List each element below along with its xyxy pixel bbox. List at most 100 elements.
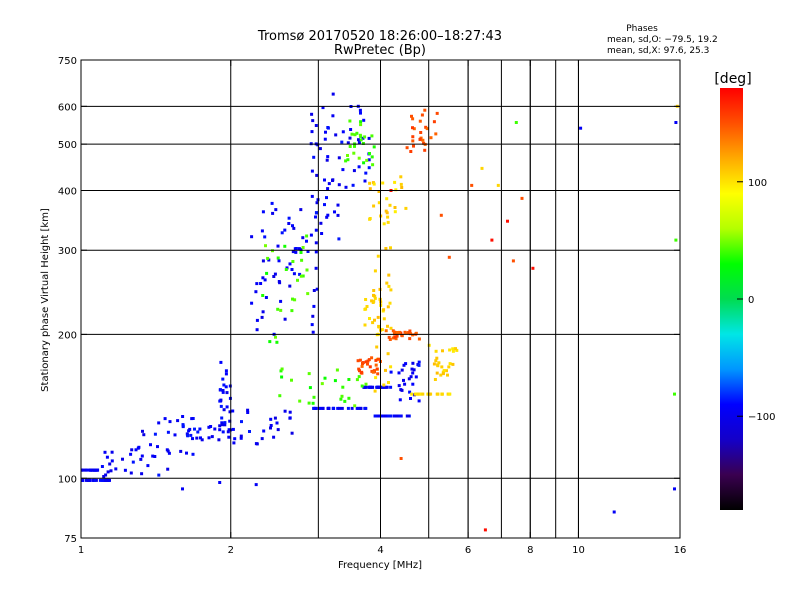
data-point bbox=[181, 487, 184, 491]
data-point bbox=[417, 360, 421, 364]
data-point bbox=[283, 409, 287, 413]
data-point bbox=[384, 247, 388, 250]
x-tick-label: 1 bbox=[78, 545, 84, 556]
data-point bbox=[326, 213, 330, 217]
data-point bbox=[361, 142, 365, 145]
data-point bbox=[359, 371, 363, 375]
data-point bbox=[392, 414, 396, 418]
data-point bbox=[362, 118, 366, 122]
data-point bbox=[109, 469, 113, 473]
data-point bbox=[419, 131, 423, 134]
data-point bbox=[299, 274, 303, 278]
data-point bbox=[318, 406, 322, 410]
data-point bbox=[121, 457, 124, 461]
data-point bbox=[470, 183, 474, 187]
data-point bbox=[309, 233, 313, 237]
data-point bbox=[359, 120, 363, 124]
data-point bbox=[333, 379, 337, 383]
data-point bbox=[301, 236, 305, 240]
data-point bbox=[400, 368, 404, 372]
data-point bbox=[149, 443, 152, 447]
data-point bbox=[353, 133, 357, 137]
data-point bbox=[315, 173, 319, 177]
data-point bbox=[357, 156, 361, 160]
data-point bbox=[367, 136, 371, 140]
data-point bbox=[411, 333, 415, 337]
data-point bbox=[367, 166, 371, 170]
data-point bbox=[341, 130, 345, 134]
data-point bbox=[447, 365, 451, 369]
data-point bbox=[340, 140, 344, 144]
data-point bbox=[423, 148, 427, 152]
data-point bbox=[81, 468, 84, 472]
data-point bbox=[168, 420, 172, 424]
data-point bbox=[320, 232, 324, 235]
data-point bbox=[189, 433, 193, 437]
data-point bbox=[411, 371, 415, 375]
data-point bbox=[359, 111, 362, 115]
data-point bbox=[395, 414, 398, 418]
data-point bbox=[268, 340, 272, 344]
data-point bbox=[261, 294, 265, 297]
data-point bbox=[418, 137, 422, 141]
data-point bbox=[261, 310, 265, 314]
data-point bbox=[298, 272, 302, 276]
data-point bbox=[368, 181, 372, 185]
data-point bbox=[357, 367, 361, 371]
data-point bbox=[423, 108, 427, 112]
data-point bbox=[95, 468, 98, 472]
data-point bbox=[389, 370, 393, 374]
data-point bbox=[100, 465, 104, 468]
data-point bbox=[232, 441, 236, 445]
data-point bbox=[429, 136, 433, 140]
data-point bbox=[421, 138, 425, 142]
data-point bbox=[388, 301, 392, 305]
data-point bbox=[89, 468, 93, 472]
data-point bbox=[385, 281, 389, 285]
data-point bbox=[480, 166, 484, 170]
data-point bbox=[387, 284, 391, 288]
data-point bbox=[412, 127, 416, 131]
data-point bbox=[362, 161, 366, 165]
data-point bbox=[414, 375, 418, 379]
data-point bbox=[106, 478, 110, 482]
data-point bbox=[337, 156, 341, 160]
data-point bbox=[334, 133, 338, 137]
data-point bbox=[266, 256, 270, 260]
data-point bbox=[272, 435, 276, 439]
data-point bbox=[392, 332, 396, 336]
data-point bbox=[231, 409, 235, 413]
data-point bbox=[335, 368, 339, 372]
y-tick-label: 750 bbox=[58, 56, 77, 67]
data-point bbox=[402, 378, 405, 382]
data-point bbox=[381, 181, 385, 185]
data-point bbox=[367, 385, 371, 389]
data-point bbox=[511, 259, 515, 263]
data-point bbox=[290, 309, 294, 313]
data-point bbox=[261, 276, 265, 280]
data-point bbox=[326, 187, 330, 191]
data-point bbox=[323, 137, 327, 141]
data-point bbox=[434, 132, 438, 136]
data-point bbox=[267, 258, 271, 262]
data-point bbox=[395, 334, 399, 338]
data-point bbox=[391, 336, 395, 340]
data-point bbox=[336, 203, 340, 207]
data-point bbox=[360, 364, 364, 368]
data-point bbox=[321, 406, 325, 410]
data-point bbox=[520, 196, 524, 200]
data-point bbox=[220, 421, 224, 425]
data-point bbox=[273, 416, 277, 420]
data-point bbox=[440, 392, 444, 396]
data-point bbox=[331, 179, 334, 182]
data-point bbox=[221, 389, 225, 392]
data-point bbox=[276, 244, 280, 248]
data-point bbox=[218, 399, 222, 403]
data-point bbox=[365, 158, 369, 162]
data-point bbox=[325, 158, 329, 162]
data-point bbox=[397, 371, 401, 375]
data-point bbox=[579, 126, 583, 130]
colorbar-tick-label: 100 bbox=[748, 178, 767, 189]
data-point bbox=[409, 150, 413, 153]
data-point bbox=[356, 359, 360, 363]
